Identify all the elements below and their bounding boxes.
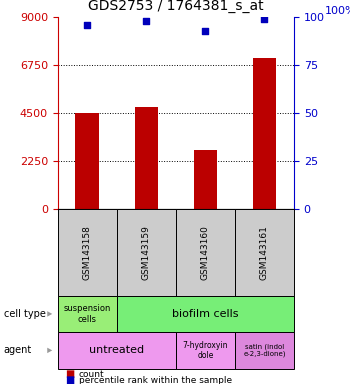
Text: cell type: cell type — [4, 309, 46, 319]
Title: GDS2753 / 1764381_s_at: GDS2753 / 1764381_s_at — [88, 0, 264, 13]
Text: GSM143161: GSM143161 — [260, 225, 269, 280]
Point — [262, 16, 267, 22]
Text: suspension
cells: suspension cells — [64, 304, 111, 324]
Bar — [76, 113, 99, 209]
Text: GSM143160: GSM143160 — [201, 225, 210, 280]
Point — [144, 18, 149, 24]
Text: GSM143159: GSM143159 — [142, 225, 151, 280]
Text: 100%: 100% — [325, 6, 350, 17]
Point — [203, 28, 208, 34]
Bar — [194, 149, 217, 209]
Text: untreated: untreated — [89, 345, 144, 356]
Text: count: count — [79, 369, 104, 379]
Text: biofilm cells: biofilm cells — [172, 309, 239, 319]
Bar — [253, 58, 276, 209]
Text: 7-hydroxyin
dole: 7-hydroxyin dole — [183, 341, 228, 360]
Text: ■: ■ — [65, 369, 74, 379]
Text: satin (indol
e-2,3-dione): satin (indol e-2,3-dione) — [243, 343, 286, 358]
Bar — [134, 107, 158, 209]
Text: percentile rank within the sample: percentile rank within the sample — [79, 376, 232, 384]
Point — [84, 22, 90, 28]
Text: ■: ■ — [65, 375, 74, 384]
Text: agent: agent — [4, 345, 32, 356]
Text: GSM143158: GSM143158 — [83, 225, 92, 280]
